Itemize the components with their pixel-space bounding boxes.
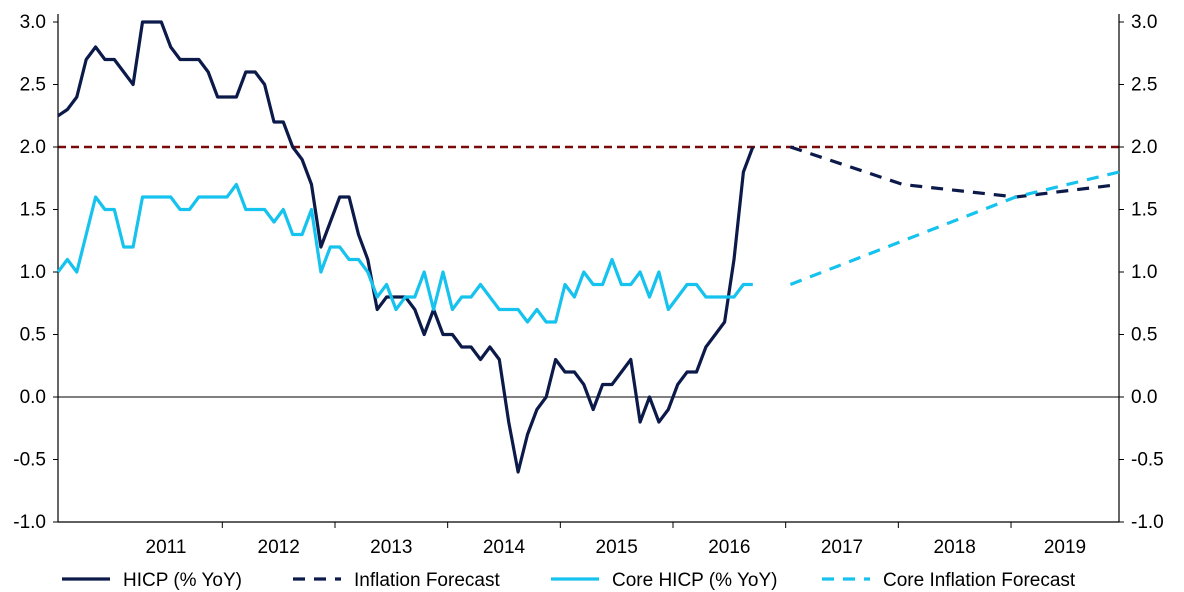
y-tick-label-right: 1.0 — [1131, 262, 1157, 283]
x-tick-label: 2012 — [258, 537, 300, 558]
y-tick-label-left: 3.0 — [20, 12, 46, 33]
y-tick-label-right: 0.0 — [1131, 387, 1157, 408]
x-tick-label: 2014 — [483, 537, 526, 558]
legend-label: Core Inflation Forecast — [883, 570, 1076, 591]
x-tick-label: 2018 — [934, 537, 976, 558]
x-tick-label: 2015 — [596, 537, 638, 558]
legend-label: Core HICP (% YoY) — [612, 570, 777, 591]
x-tick-label: 2017 — [821, 537, 863, 558]
y-tick-label-right: -0.5 — [1131, 450, 1164, 471]
y-tick-label-left: 1.5 — [20, 200, 46, 221]
series-lines — [56, 20, 1120, 474]
y-tick-label-left: 2.0 — [20, 137, 46, 158]
legend-label: HICP (% YoY) — [123, 570, 242, 591]
series-inflation-forecast — [789, 145, 1120, 199]
y-tick-label-right: -1.0 — [1131, 512, 1164, 533]
x-tick-label: 2013 — [370, 537, 412, 558]
reference-lines — [58, 145, 1119, 398]
series-hicp-yoy — [57, 20, 755, 474]
y-tick-label-left: 0.5 — [20, 325, 46, 346]
y-tick-label-left: -1.0 — [13, 512, 46, 533]
legend-label: Inflation Forecast — [354, 570, 500, 591]
y-tick-label-right: 2.0 — [1131, 137, 1157, 158]
tick-labels: -1.0 -1.0 -0.5 -0.5 0.0 0.0 0.5 0.5 1.0 1.0 1.5 1.5… — [13, 12, 1164, 558]
y-tick-label-left: 0.0 — [20, 387, 46, 408]
x-tick-label: 2019 — [1044, 537, 1086, 558]
series-core-inflation-forecast — [789, 170, 1120, 286]
y-tick-label-right: 3.0 — [1131, 12, 1157, 33]
axes — [53, 14, 1124, 528]
y-tick-label-left: 2.5 — [20, 75, 46, 96]
y-tick-label-left: -0.5 — [13, 450, 46, 471]
y-tick-label-right: 0.5 — [1131, 325, 1157, 346]
legend: HICP (% YoY) Inflation Forecast Core HICP … — [62, 570, 1076, 591]
x-tick-label: 2011 — [146, 537, 187, 558]
y-tick-label-right: 2.5 — [1131, 75, 1157, 96]
x-tick-label: 2016 — [708, 537, 750, 558]
y-tick-label-right: 1.5 — [1131, 200, 1157, 221]
series-core-hicp-yoy — [56, 182, 753, 324]
y-tick-label-left: 1.0 — [20, 262, 46, 283]
